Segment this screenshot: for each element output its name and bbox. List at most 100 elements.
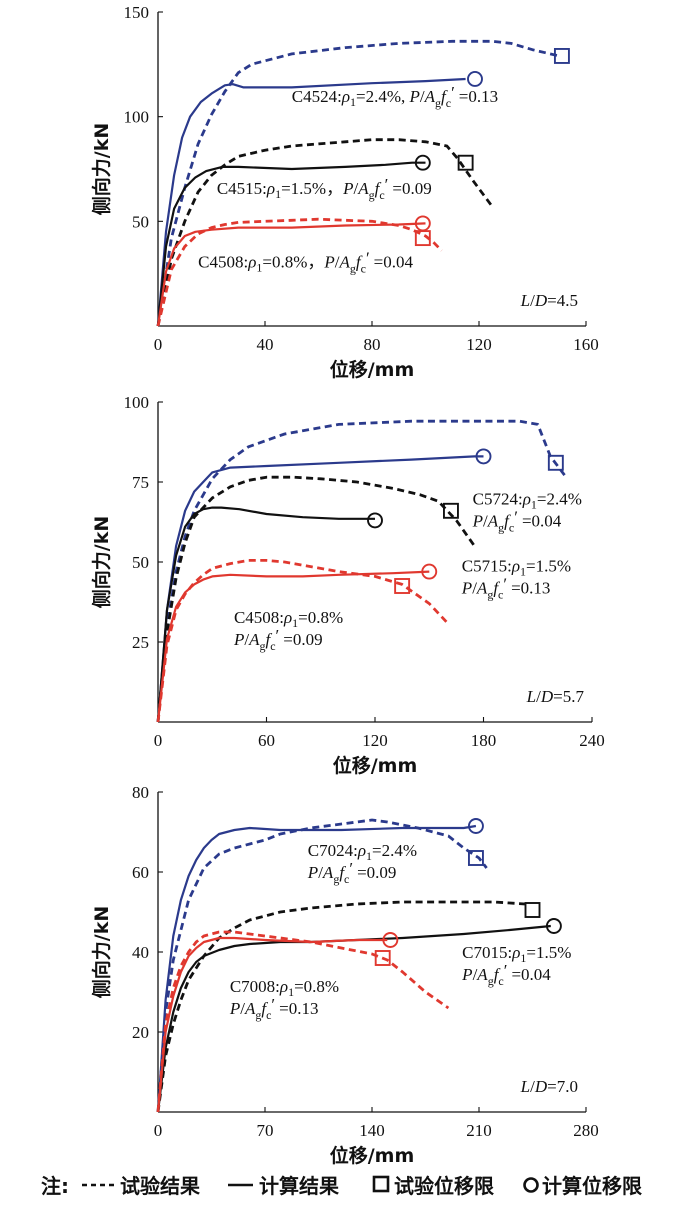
calc-limit-marker-black — [545, 918, 562, 934]
series-line-test-black — [156, 475, 476, 723]
rho-subscript: 1 — [292, 616, 298, 630]
ratio-value: =0.13 — [511, 579, 550, 598]
x-tick-label: 240 — [579, 731, 605, 750]
ratio-a: A — [338, 252, 350, 271]
ld-slash: / — [530, 1077, 535, 1096]
y-tick-label: 20 — [132, 1023, 149, 1042]
specimen-label: C5715: — [462, 557, 512, 576]
rho-subscript: 1 — [275, 187, 281, 201]
separator: ， — [326, 179, 343, 198]
separator: ， — [307, 252, 324, 271]
x-tick-label: 120 — [362, 731, 388, 750]
ratio-f: f — [339, 863, 346, 882]
ratio-f: f — [504, 511, 511, 530]
specimen-annotation: C4508:ρ1=0.8% — [234, 608, 343, 630]
ratio-p: P — [323, 252, 334, 271]
test-limit-marker-black — [524, 902, 541, 918]
ratio-c-sub: c — [509, 520, 514, 534]
rho-value: =1.5% — [281, 179, 326, 198]
ratio-p: P — [472, 511, 483, 530]
ratio-annotation: P/Agfc′ =0.09 — [233, 626, 323, 653]
x-tick-label: 0 — [154, 335, 163, 354]
calc-limit-marker-black — [414, 154, 431, 171]
y-axis-title: 侧向力/kN — [90, 906, 113, 998]
ratio-a: A — [248, 630, 260, 649]
ratio-value: =0.13 — [459, 87, 498, 106]
ld-value: =4.5 — [547, 291, 578, 310]
ratio-c-sub: c — [266, 1008, 271, 1022]
rho-symbol: ρ — [283, 608, 292, 627]
ratio-p: P — [307, 863, 318, 882]
rho-value: =0.8% — [294, 977, 339, 996]
series-line-calc-red — [156, 936, 388, 1113]
separator: , — [401, 87, 410, 106]
ratio-g-sub: g — [435, 96, 441, 110]
ld-slash: / — [530, 291, 535, 310]
rho-value: =1.5% — [526, 943, 571, 962]
rho-subscript: 1 — [531, 497, 537, 511]
rho-subscript: 1 — [256, 260, 262, 274]
y-axis-title: 侧向力/kN — [90, 516, 113, 608]
rho-symbol: ρ — [511, 943, 520, 962]
ratio-annotation: P/Agfc′ =0.13 — [461, 575, 551, 602]
series-line-test-black — [156, 138, 494, 327]
ratio-a: A — [424, 87, 436, 106]
ratio-slash: / — [473, 965, 478, 984]
ratio-g-sub: g — [255, 1008, 261, 1022]
series-line-calc-red — [156, 222, 426, 327]
x-tick-label: 160 — [573, 335, 599, 354]
series-line-calc-black — [156, 924, 551, 1113]
calc-limit-marker-black — [367, 512, 383, 529]
test-limit-marker-blue — [553, 48, 570, 64]
ratio-value: =0.04 — [522, 511, 562, 530]
x-tick-label: 210 — [466, 1121, 492, 1140]
x-tick-label: 40 — [257, 335, 274, 354]
ratio-slash: / — [244, 630, 249, 649]
legend-prefix: 注: — [41, 1174, 69, 1198]
rho-subscript: 1 — [366, 849, 372, 863]
ratio-prime: ′ — [349, 859, 353, 878]
test-limit-marker-black — [457, 154, 474, 171]
rho-value: =0.8% — [298, 608, 343, 627]
series-line-calc-blue — [156, 77, 466, 327]
legend-calc-limit-label: 计算位移限 — [542, 1174, 642, 1198]
ratio-value: =0.13 — [279, 999, 318, 1018]
ld-label: L/D=7.0 — [520, 1077, 578, 1096]
test-limit-marker-red — [414, 230, 431, 247]
specimen-label: C7008: — [230, 977, 280, 996]
rho-symbol: ρ — [341, 87, 350, 106]
specimen-annotation: C4524:ρ1=2.4%, P/Agfc′ =0.13 — [292, 83, 498, 110]
ratio-a: A — [244, 999, 256, 1018]
ratio-prime: ′ — [366, 248, 370, 267]
x-axis-title: 位移/mm — [330, 1144, 415, 1167]
ratio-p: P — [461, 965, 472, 984]
ratio-value: =0.04 — [374, 252, 414, 271]
ratio-g-sub: g — [498, 520, 504, 534]
rho-symbol: ρ — [522, 489, 531, 508]
y-tick-label: 25 — [132, 633, 149, 652]
series-line-calc-blue — [156, 824, 477, 1113]
calc-limit-marker-blue — [467, 818, 484, 834]
ratio-g-sub: g — [350, 261, 356, 275]
series-line-calc-black — [156, 506, 375, 723]
legend-test-label: 试验结果 — [120, 1174, 200, 1198]
x-axis-title: 位移/mm — [330, 358, 415, 381]
x-tick-label: 120 — [466, 335, 492, 354]
ratio-slash: / — [483, 511, 488, 530]
ratio-c-sub: c — [446, 96, 451, 110]
ratio-p: P — [342, 179, 353, 198]
rho-symbol: ρ — [511, 557, 520, 576]
ratio-slash: / — [353, 179, 358, 198]
specimen-annotation: C7008:ρ1=0.8% — [230, 977, 339, 999]
ratio-g-sub: g — [488, 974, 494, 988]
series-line-calc-blue — [156, 455, 484, 723]
ratio-f: f — [375, 179, 382, 198]
ratio-annotation: P/Agfc′ =0.04 — [472, 507, 562, 534]
ratio-annotation: P/Agfc′ =0.13 — [229, 995, 319, 1022]
ratio-prime: ′ — [385, 175, 389, 194]
specimen-label: C7015: — [462, 943, 512, 962]
ratio-p: P — [408, 87, 419, 106]
ratio-f: f — [494, 965, 501, 984]
ratio-annotation: P/Agfc′ =0.09 — [307, 859, 397, 886]
ratio-slash: / — [420, 87, 425, 106]
